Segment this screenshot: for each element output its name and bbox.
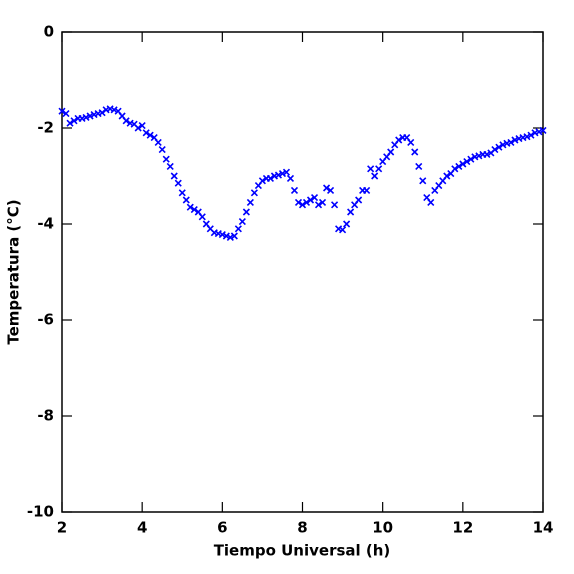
marker: [274, 171, 283, 179]
marker: [278, 170, 287, 178]
marker: [222, 232, 230, 240]
marker: [166, 162, 174, 170]
marker: [314, 201, 323, 209]
marker: [495, 143, 503, 151]
marker: [302, 198, 311, 206]
marker: [318, 198, 327, 206]
marker: [347, 208, 355, 216]
marker: [110, 106, 118, 114]
marker: [238, 218, 246, 226]
marker: [331, 201, 339, 209]
marker: [475, 152, 483, 160]
marker: [322, 184, 331, 192]
marker: [343, 220, 351, 228]
marker: [294, 198, 303, 206]
marker: [371, 172, 379, 180]
marker: [234, 225, 242, 233]
marker: [230, 232, 238, 240]
marker: [142, 129, 150, 137]
x-tick-label: 4: [137, 519, 147, 537]
marker: [170, 172, 178, 180]
marker: [158, 146, 166, 154]
marker: [419, 177, 427, 185]
x-tick-label: 8: [297, 519, 307, 537]
y-tick-label: -8: [37, 407, 54, 425]
marker: [242, 208, 250, 216]
marker: [290, 186, 299, 194]
marker: [266, 174, 274, 182]
marker: [375, 165, 383, 173]
marker: [523, 133, 531, 141]
marker: [395, 136, 403, 144]
marker: [258, 177, 266, 185]
marker: [483, 150, 491, 158]
marker: [134, 124, 142, 132]
marker: [162, 155, 170, 163]
x-tick-label: 6: [217, 519, 227, 537]
marker: [246, 198, 254, 206]
marker: [339, 226, 347, 234]
y-tick-label: -2: [37, 119, 54, 137]
marker: [178, 189, 186, 197]
marker: [282, 168, 291, 176]
marker: [146, 131, 154, 139]
marker: [415, 162, 423, 170]
marker: [218, 230, 226, 239]
marker: [310, 194, 319, 202]
marker: [154, 138, 162, 146]
marker: [138, 122, 146, 130]
marker: [451, 165, 459, 173]
plot-frame: [61, 31, 544, 513]
marker: [407, 138, 415, 146]
marker: [367, 165, 375, 173]
marker: [411, 148, 419, 156]
x-tick-label: 2: [57, 519, 67, 537]
marker: [250, 189, 258, 197]
x-tick-label: 10: [372, 519, 393, 537]
marker: [182, 196, 190, 204]
x-tick-label: 14: [533, 519, 554, 537]
marker: [491, 146, 499, 154]
marker: [511, 136, 519, 144]
marker: [198, 213, 206, 221]
marker: [507, 138, 515, 146]
y-tick-label: -6: [37, 311, 54, 329]
marker: [326, 186, 335, 194]
marker: [355, 196, 363, 204]
marker: [463, 158, 471, 166]
marker: [459, 160, 467, 168]
marker: [174, 179, 182, 187]
marker: [58, 107, 66, 115]
x-axis-label: Tiempo Universal (h): [214, 542, 391, 560]
marker: [527, 131, 535, 139]
marker: [363, 186, 371, 194]
marker: [298, 201, 307, 209]
y-tick-label: 0: [44, 23, 54, 41]
x-tick-label: 12: [452, 519, 473, 537]
marker: [286, 174, 295, 182]
marker: [226, 233, 234, 242]
marker: [82, 113, 90, 122]
marker: [190, 206, 198, 214]
marker: [539, 126, 547, 134]
marker: [387, 148, 395, 156]
marker: [122, 117, 130, 125]
marker: [306, 196, 315, 204]
marker: [443, 172, 451, 180]
marker: [66, 119, 74, 127]
y-tick-label: -10: [27, 503, 54, 521]
marker: [62, 110, 70, 118]
marker: [467, 155, 475, 163]
marker: [535, 128, 543, 136]
marker: [455, 162, 463, 170]
y-axis-label: Temperatura (°C): [5, 199, 23, 344]
marker: [186, 203, 194, 211]
marker: [427, 198, 435, 206]
marker: [86, 112, 94, 120]
marker: [499, 141, 507, 149]
marker: [70, 117, 78, 125]
y-tick-label: -4: [37, 215, 54, 233]
